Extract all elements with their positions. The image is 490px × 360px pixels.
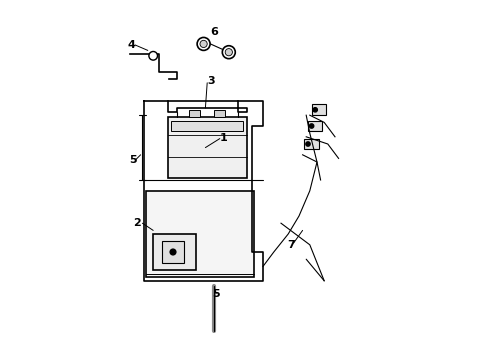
Text: 3: 3	[207, 76, 215, 86]
Bar	[215, 110, 225, 117]
Bar	[312, 104, 326, 115]
Text: 7: 7	[287, 240, 295, 250]
Bar	[168, 117, 247, 178]
Text: 1: 1	[220, 133, 227, 143]
Circle shape	[225, 49, 232, 56]
Circle shape	[149, 51, 157, 60]
Bar	[304, 139, 319, 149]
Circle shape	[170, 249, 176, 255]
Bar	[162, 241, 184, 263]
Bar	[146, 191, 254, 277]
Bar	[153, 234, 196, 270]
Text: 4: 4	[128, 40, 136, 50]
Circle shape	[222, 46, 235, 59]
Circle shape	[197, 37, 210, 50]
Text: 6: 6	[211, 27, 219, 37]
Bar	[171, 121, 243, 131]
Circle shape	[310, 124, 314, 128]
Circle shape	[306, 142, 310, 146]
Bar	[189, 110, 200, 117]
Circle shape	[150, 53, 156, 59]
Text: 5: 5	[212, 289, 220, 299]
Text: 5: 5	[129, 155, 137, 165]
Circle shape	[200, 40, 207, 48]
Circle shape	[313, 108, 318, 112]
Text: 2: 2	[133, 218, 141, 228]
Bar	[308, 121, 322, 131]
